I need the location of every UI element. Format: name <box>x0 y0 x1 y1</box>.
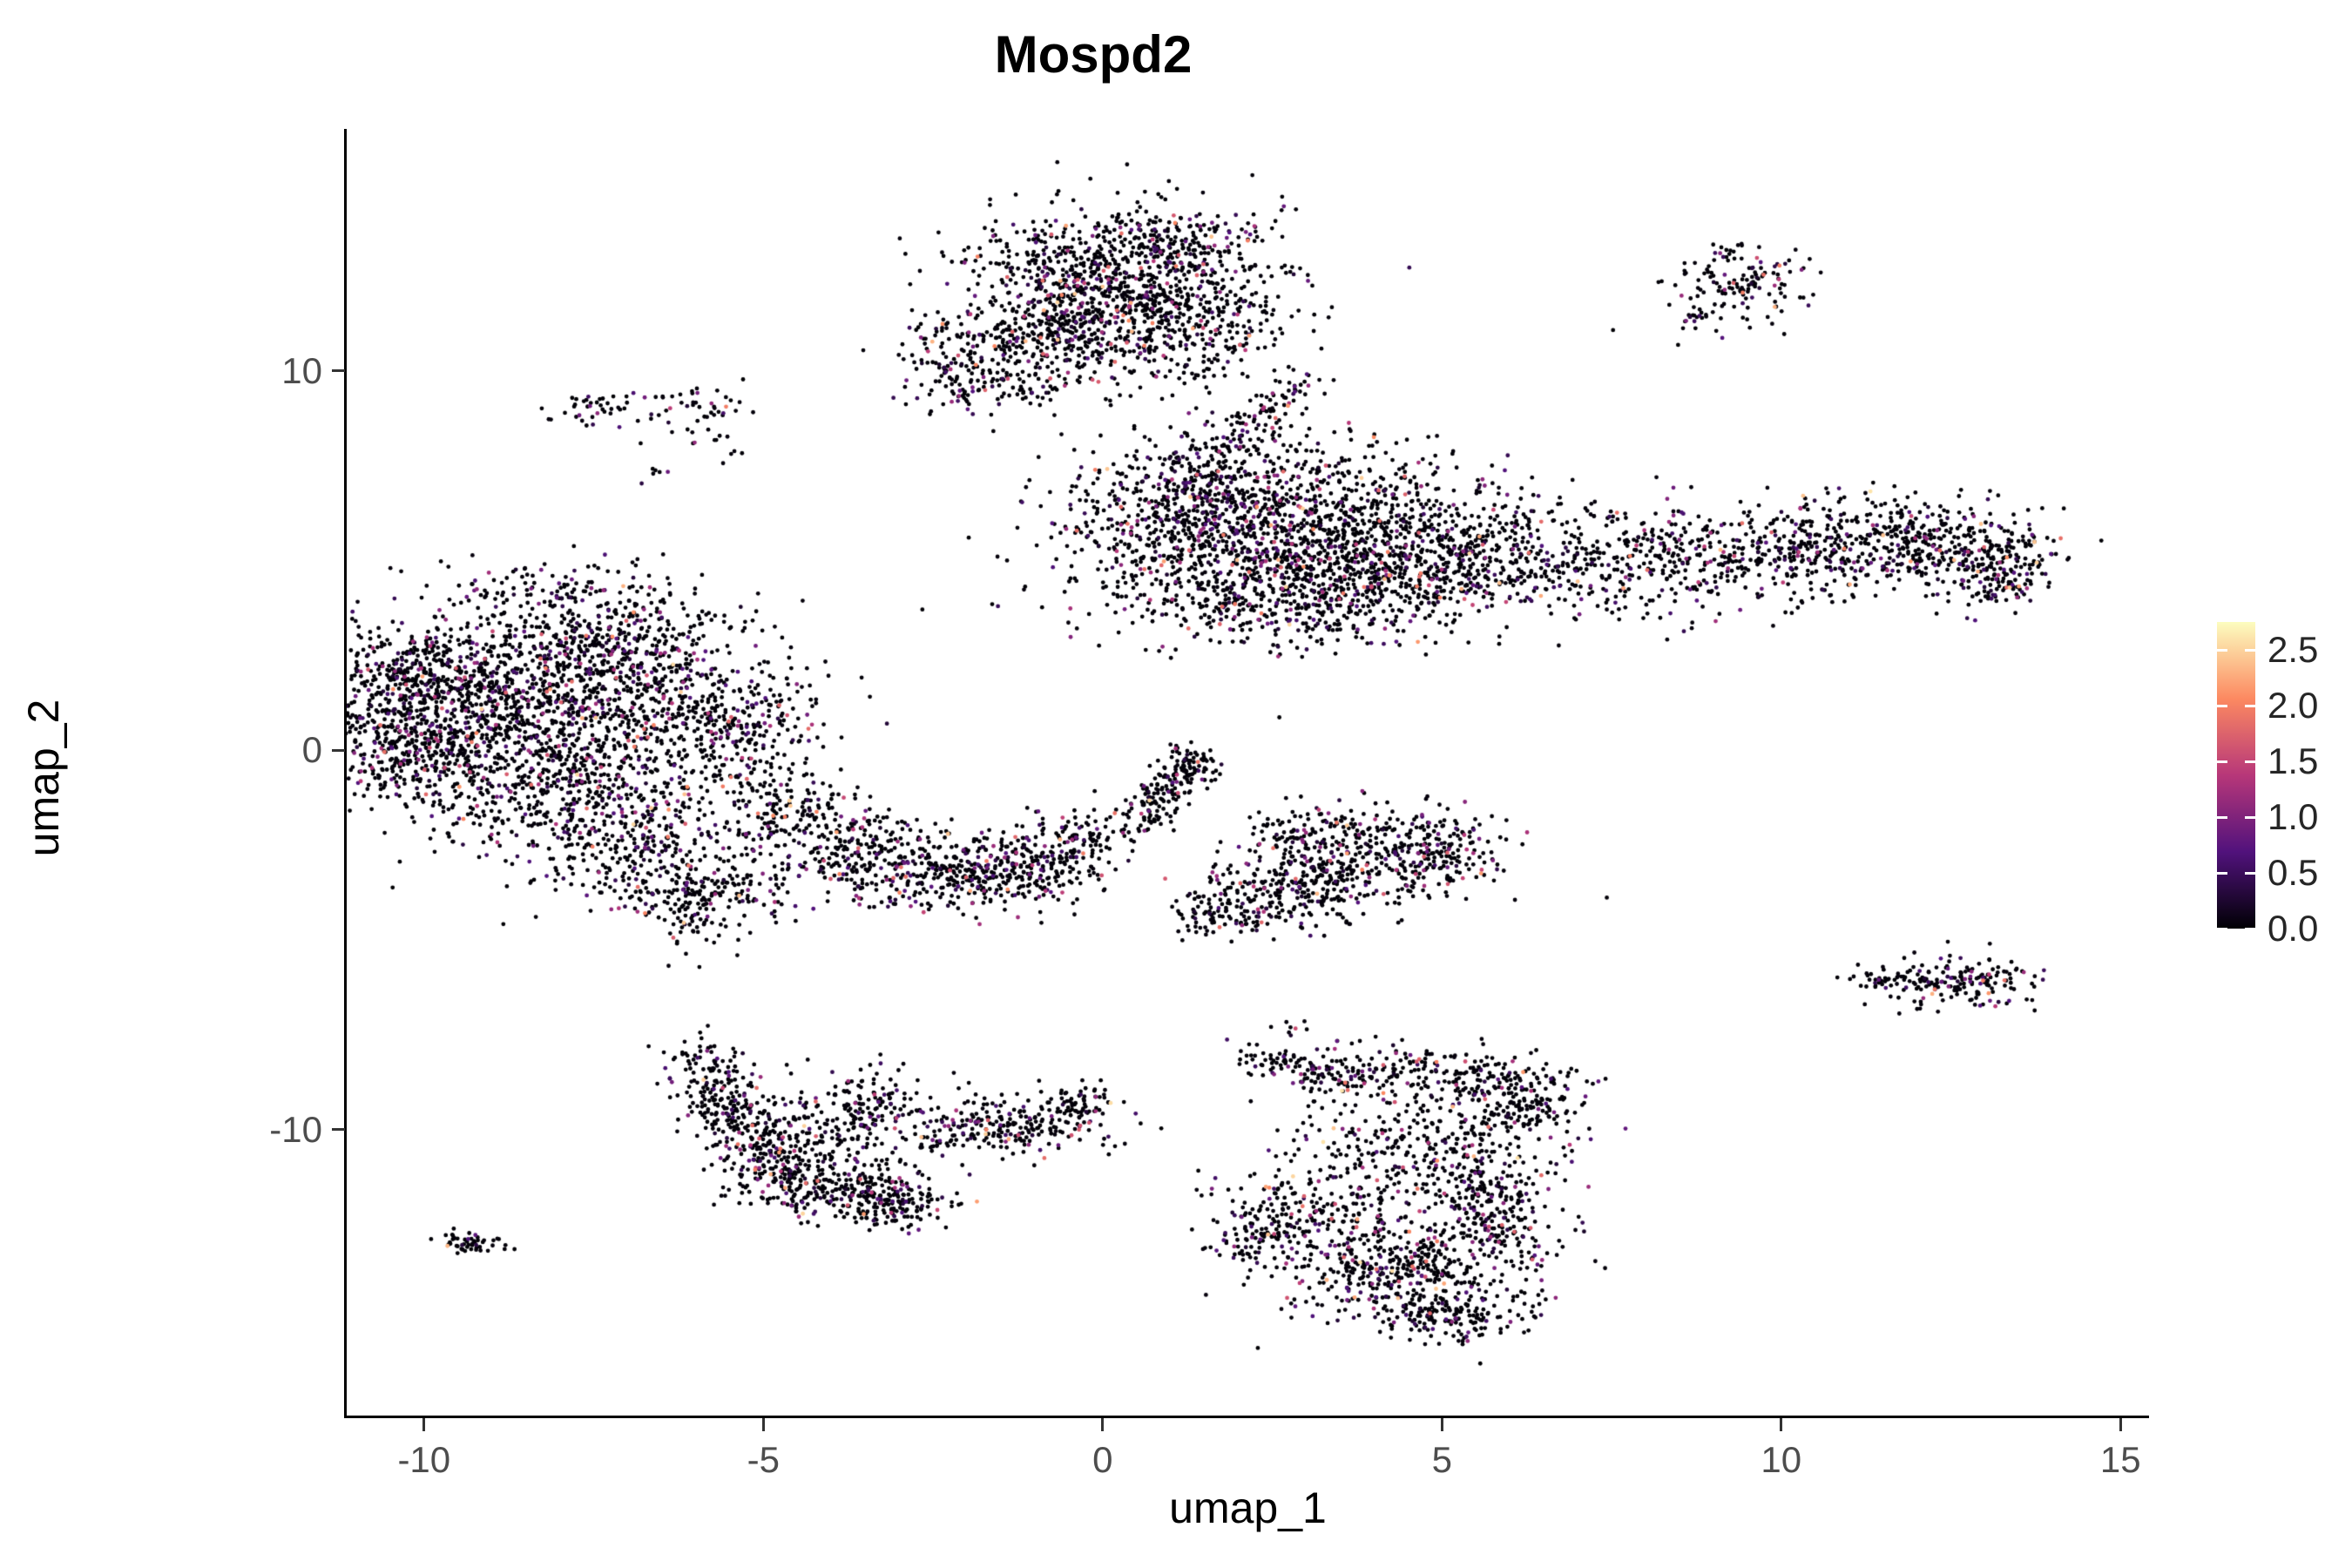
umap-scatter-canvas <box>347 131 2149 1418</box>
colorbar-tick-mark <box>2217 648 2227 652</box>
y-tick-label: 10 <box>281 349 322 391</box>
colorbar-tick-mark <box>2217 927 2227 930</box>
x-tick-mark <box>1101 1418 1105 1431</box>
x-tick-label: 0 <box>1092 1439 1113 1480</box>
x-tick-label: -10 <box>397 1439 451 1480</box>
y-tick-label: 0 <box>301 729 322 771</box>
colorbar-legend: 2.5 2.0 1.5 1.0 0.5 0.0 <box>2217 622 2352 949</box>
y-tick-mark <box>332 1128 345 1132</box>
y-tick-label: -10 <box>269 1108 322 1150</box>
x-tick-mark <box>422 1418 426 1431</box>
colorbar-tick-mark <box>2245 815 2255 819</box>
x-tick-mark <box>1780 1418 1783 1431</box>
colorbar-tick-mark <box>2245 760 2255 763</box>
colorbar-tick-mark <box>2217 871 2227 875</box>
x-tick-mark <box>761 1418 765 1431</box>
x-tick-mark <box>1440 1418 1443 1431</box>
colorbar-tick-mark <box>2245 871 2255 875</box>
x-tick-label: 10 <box>1761 1439 1802 1480</box>
colorbar-gradient <box>2217 622 2255 929</box>
colorbar-tick-label: 1.0 <box>2268 796 2319 837</box>
colorbar-tick-label: 1.5 <box>2268 740 2319 781</box>
colorbar-tick-mark <box>2217 704 2227 707</box>
colorbar-tick-label: 0.5 <box>2268 852 2319 893</box>
colorbar-tick-label: 2.5 <box>2268 629 2319 670</box>
x-tick-label: 15 <box>2099 1439 2141 1480</box>
colorbar-tick-mark <box>2245 648 2255 652</box>
x-tick-label: 5 <box>1431 1439 1452 1480</box>
x-axis-title: umap_1 <box>1169 1484 1327 1532</box>
colorbar-tick-mark <box>2245 927 2255 930</box>
x-tick-mark <box>2119 1418 2122 1431</box>
y-tick-mark <box>332 748 345 752</box>
colorbar-tick-mark <box>2217 815 2227 819</box>
x-tick-label: -5 <box>747 1439 780 1480</box>
colorbar-tick-label: 2.0 <box>2268 685 2319 726</box>
colorbar-tick-mark <box>2245 704 2255 707</box>
plot-title: Mospd2 <box>994 25 1193 84</box>
y-axis-title: umap_2 <box>19 699 68 857</box>
colorbar-tick-mark <box>2217 760 2227 763</box>
y-tick-mark <box>332 369 345 373</box>
colorbar-tick-label: 0.0 <box>2268 908 2319 949</box>
